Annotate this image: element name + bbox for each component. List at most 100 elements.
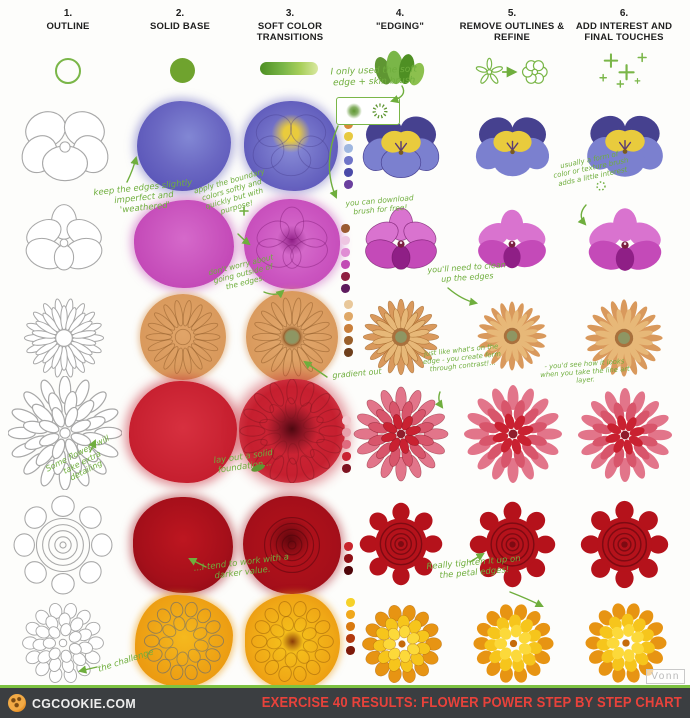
note-brushes-used: I only used the soft edge + skin brush <box>330 64 418 89</box>
pansy-step5-refine <box>475 117 550 177</box>
color-swatches-dahlia <box>342 416 351 473</box>
column-number: 5. <box>507 8 517 19</box>
pansy-step2-base <box>137 101 231 191</box>
swatch-dot <box>342 428 351 437</box>
pansy-step3-soft <box>244 101 338 191</box>
soft-brush-dab <box>345 103 362 119</box>
chart-title: EXERCISE 40 RESULTS: FLOWER POWER STEP B… <box>261 695 682 711</box>
color-swatches-gerbera <box>344 300 353 357</box>
marigold-step4-edging <box>362 604 442 684</box>
pansy-step4-edging <box>362 116 440 179</box>
swatch-dot <box>342 464 351 473</box>
rose-step3-outline-overlay <box>263 516 321 574</box>
sparkles-icon <box>599 52 647 88</box>
dahlia-step1-outline <box>8 376 122 490</box>
rose-step3-soft <box>243 496 341 594</box>
column-number: 3. <box>285 8 295 19</box>
site-name: CGCOOKIE.COM <box>32 695 137 711</box>
orchid-step5-refine <box>478 209 546 269</box>
site-branding: CGCOOKIE.COM <box>8 694 142 712</box>
dahlia-step4-edging <box>353 386 449 482</box>
rose-step6-final <box>580 500 669 589</box>
swatch-dot <box>346 622 355 631</box>
gerbera-step1-outline <box>23 298 105 378</box>
swatch-dot <box>341 272 350 281</box>
marigold-step2-base <box>135 595 233 687</box>
brush-samples-box <box>336 97 400 125</box>
column-label: ADD INTEREST AND FINAL TOUCHES <box>575 20 673 44</box>
dahlia-step6-final <box>577 387 673 483</box>
swatch-dot <box>346 634 355 643</box>
swatch-dot <box>341 284 350 293</box>
dahlia-step5-refine <box>464 385 562 483</box>
swatch-dot <box>344 168 353 177</box>
column-header-6: 6. ADD INTEREST AND FINAL TOUCHES <box>570 8 678 44</box>
solid-base-icon <box>170 58 195 83</box>
column-number: 2. <box>175 8 185 19</box>
swatch-dot <box>342 440 351 449</box>
column-label: SOLID BASE <box>149 20 211 32</box>
pansy-step1-outline <box>21 111 109 182</box>
swatch-dot <box>341 224 350 233</box>
column-header-3: 3. SOFT COLOR TRANSITIONS <box>236 8 344 44</box>
marigold-step3-outline-overlay <box>251 601 334 682</box>
color-swatches-marigold <box>346 598 355 655</box>
column-number: 1. <box>63 8 73 19</box>
rose-step1-outline <box>13 495 113 595</box>
footer-bar: CGCOOKIE.COM EXERCISE 40 RESULTS: FLOWER… <box>0 685 690 718</box>
orchid-step6-final <box>588 208 662 271</box>
gerbera-step5-refine <box>477 301 547 371</box>
cookie-logo-icon <box>8 694 26 712</box>
swatch-dot <box>341 248 350 257</box>
swatch-dot <box>346 598 355 607</box>
column-number: 6. <box>619 8 629 19</box>
marigold-step6-final <box>585 603 667 683</box>
swatch-dot <box>344 542 353 551</box>
column-label: SOFT COLOR TRANSITIONS <box>256 20 324 44</box>
swatch-dot <box>344 348 353 357</box>
swatch-dot <box>344 554 353 563</box>
gerbera-step3-outline-overlay <box>251 297 333 377</box>
column-label: OUTLINE <box>46 20 90 32</box>
swatch-dot <box>341 236 350 245</box>
swatch-dot <box>342 416 351 425</box>
outline-circle-icon <box>55 58 81 84</box>
swatch-dot <box>344 300 353 309</box>
swatch-dot <box>346 646 355 655</box>
swatch-dot <box>344 132 353 141</box>
rose-step2-base <box>133 497 233 593</box>
swatch-dot <box>346 610 355 619</box>
column-header-4: 4. "EDGING" <box>346 8 454 32</box>
color-swatches-rose <box>344 542 353 575</box>
column-header-5: 5. REMOVE OUTLINES & REFINE <box>458 8 566 44</box>
swatch-dot <box>344 566 353 575</box>
swatch-dot <box>344 336 353 345</box>
gerbera-step4-edging <box>362 298 440 376</box>
swatch-dot <box>344 324 353 333</box>
column-label: "EDGING" <box>375 20 425 32</box>
column-header-2: 2. SOLID BASE <box>126 8 234 32</box>
orchid-step4-edging <box>365 207 437 270</box>
column-label: REMOVE OUTLINES & REFINE <box>459 20 565 44</box>
orchid-step2-base <box>134 200 234 288</box>
gerbera-step2-base <box>140 294 226 380</box>
soft-gradient-stroke-icon <box>260 62 318 75</box>
orchid-step1-outline <box>25 204 103 271</box>
edging-leaves-icon <box>374 50 425 86</box>
column-number: 4. <box>395 8 405 19</box>
pansy-step6-final <box>587 115 663 177</box>
marigold-step1-outline <box>22 602 104 684</box>
rose-step4-edging <box>359 502 443 586</box>
rose-step5-refine <box>469 501 556 588</box>
swatch-dot <box>344 156 353 165</box>
orchid-step3-outline-overlay <box>256 206 328 269</box>
swatch-dot <box>344 180 353 189</box>
swatch-dot <box>342 452 351 461</box>
swatch-dot <box>344 312 353 321</box>
marigold-step5-refine <box>473 604 554 683</box>
gerbera-step6-final <box>585 299 663 377</box>
color-swatches-pansy <box>344 120 353 189</box>
color-swatches-orchid <box>341 224 350 293</box>
marigold-step2-outline-overlay <box>143 601 225 681</box>
